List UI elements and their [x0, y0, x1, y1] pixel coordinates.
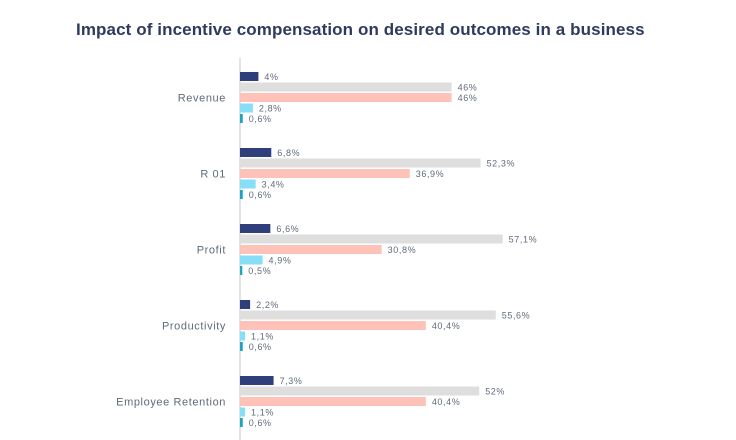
bar — [240, 82, 452, 92]
bar — [240, 255, 263, 265]
data-label: 30,8% — [388, 245, 417, 255]
data-label: 52% — [485, 387, 505, 397]
bar — [240, 300, 251, 309]
bar — [240, 158, 481, 168]
bar — [240, 418, 243, 427]
category-label: Revenue — [178, 93, 226, 105]
chart-title: Impact of incentive compensation on desi… — [76, 20, 645, 39]
data-label: 0,6% — [249, 418, 272, 428]
data-label: 0,5% — [248, 266, 271, 276]
bar — [240, 93, 452, 102]
bar — [240, 114, 243, 123]
bar — [240, 342, 243, 351]
data-label: 4% — [264, 72, 278, 82]
bar — [240, 224, 271, 233]
category-label: Productivity — [162, 321, 226, 333]
bar — [240, 245, 382, 254]
data-label: 40,4% — [432, 397, 461, 407]
data-label: 36,9% — [416, 169, 445, 179]
bar — [240, 376, 274, 385]
bar — [240, 310, 496, 320]
data-label: 4,9% — [269, 256, 292, 266]
bar — [240, 407, 246, 417]
data-label: 1,1% — [251, 332, 274, 342]
data-label: 6,8% — [277, 148, 300, 158]
data-label: 0,6% — [249, 190, 272, 200]
data-label: 52,3% — [487, 159, 516, 169]
bar — [240, 266, 243, 275]
category-label: R 01 — [200, 169, 226, 181]
category-label: Employee Retention — [116, 397, 226, 409]
data-label: 46% — [458, 83, 478, 93]
bar — [240, 148, 272, 157]
data-label: 2,2% — [256, 300, 279, 310]
data-label: 55,6% — [502, 311, 531, 321]
category-label: Profit — [197, 245, 226, 257]
data-label: 0,6% — [249, 114, 272, 124]
data-label: 46% — [458, 93, 478, 103]
bar — [240, 169, 410, 178]
data-label: 57,1% — [509, 235, 538, 245]
data-label: 2,8% — [259, 104, 282, 114]
bar — [240, 321, 426, 330]
data-label: 40,4% — [432, 321, 461, 331]
bar — [240, 234, 503, 244]
bar — [240, 331, 246, 341]
data-label: 0,6% — [249, 342, 272, 352]
data-label: 7,3% — [280, 376, 303, 386]
bar — [240, 386, 480, 396]
data-label: 6,6% — [276, 224, 299, 234]
bar — [240, 190, 243, 199]
bar — [240, 179, 256, 189]
data-label: 3,4% — [262, 180, 285, 190]
data-label: 1,1% — [251, 408, 274, 418]
bar — [240, 72, 259, 81]
bar — [240, 103, 253, 113]
bar — [240, 397, 426, 406]
